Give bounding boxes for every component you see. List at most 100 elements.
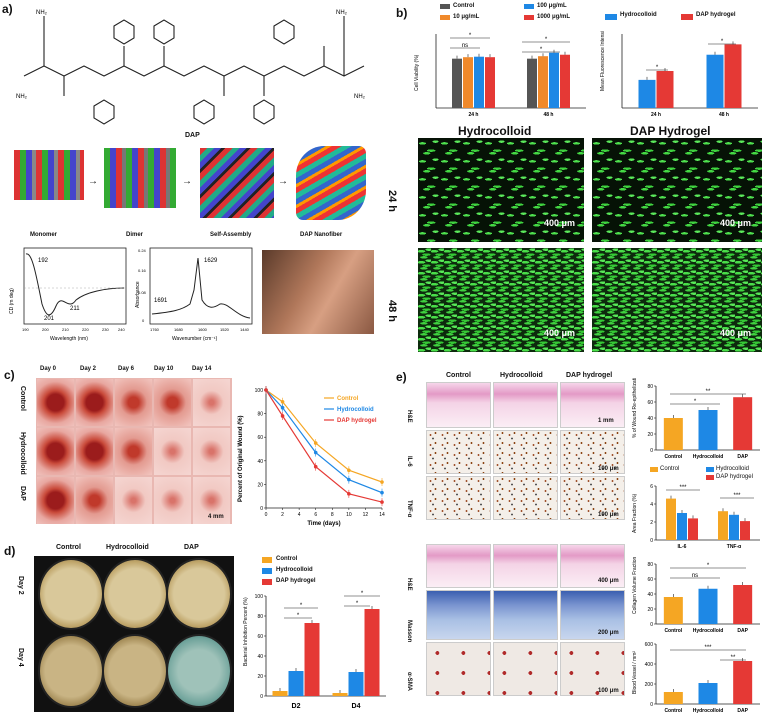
- x-tick-label: 4: [298, 512, 301, 518]
- bar: [733, 661, 753, 704]
- tick-label: 190: [22, 327, 29, 332]
- peak-label: 1691: [154, 298, 168, 304]
- bar: [729, 514, 739, 540]
- significance-label: *: [656, 65, 659, 71]
- bar: [740, 521, 750, 540]
- y-tick-label: 400: [645, 662, 654, 668]
- bar: [348, 672, 364, 696]
- legend-label: DAP hydrogel: [276, 578, 316, 584]
- histology-image: [560, 590, 625, 640]
- wound-photo: [76, 428, 113, 475]
- y-tick-label: 6: [650, 484, 653, 490]
- wound-photo: [154, 477, 191, 524]
- legend-label: Control: [276, 556, 298, 562]
- y-tick-label: 0: [650, 448, 653, 454]
- bar: [677, 513, 687, 540]
- wound-photo: [154, 379, 191, 426]
- histology-image: [426, 382, 491, 428]
- x-tick-label: 12: [363, 512, 369, 518]
- y-axis-label: Cell Viability (%): [414, 54, 420, 91]
- dap-molecule-structure: NH₂ NH₂ NH₂ NH₂: [16, 10, 366, 125]
- y-tick-label: 0: [260, 506, 263, 512]
- bar: [666, 498, 676, 540]
- y-tick-label: 2: [650, 520, 653, 526]
- scale-bar-label: 400 μm: [544, 218, 576, 228]
- series-line: [265, 389, 383, 494]
- wound-photo: [37, 477, 74, 524]
- y-tick-label: 60: [647, 577, 653, 583]
- day-label: Day 2: [80, 366, 97, 372]
- tick-label: 0.16: [138, 268, 147, 273]
- y-tick-label: 80: [647, 384, 653, 390]
- y-axis-label: Percent of Original Wound (%): [238, 415, 244, 502]
- row-label: Masson: [406, 620, 412, 643]
- bar: [364, 609, 380, 696]
- row-label: TNF-α: [406, 500, 412, 518]
- column-title: Control: [56, 544, 81, 551]
- scale-bar-label: 100 μm: [598, 512, 619, 518]
- significance-label: *: [545, 37, 548, 43]
- x-tick-label: 8: [331, 512, 334, 518]
- bar: [733, 397, 753, 450]
- wound-photo: [193, 428, 230, 475]
- y-tick-label: 60: [257, 435, 263, 441]
- tick-label: 1600: [198, 327, 208, 332]
- panel-d-label: d): [4, 544, 16, 558]
- bar: [656, 71, 674, 108]
- step-label: Monomer: [30, 232, 57, 238]
- scale-bar-label: 200 μm: [598, 630, 619, 636]
- y-tick-label: 20: [647, 607, 653, 613]
- y-tick-label: 40: [647, 592, 653, 598]
- bacteria-plate: [104, 560, 166, 628]
- bar: [638, 79, 656, 108]
- wound-photo: [37, 379, 74, 426]
- x-tick-label: 48 h: [543, 112, 553, 118]
- svg-text:NH₂: NH₂: [36, 10, 48, 16]
- x-tick-label: DAP: [737, 628, 748, 634]
- bar: [733, 585, 753, 624]
- x-tick-label: 24 h: [651, 112, 661, 118]
- significance-label: *: [721, 39, 724, 45]
- wound-closure-chart: 0 20 40 60 80 100 0 2 4 6 8 10 12 14 Time (days) Percen…: [238, 386, 385, 527]
- bar: [724, 44, 742, 108]
- viability-legend: Control 10 μg/mL 100 μg/mL 1000 μg/mL: [440, 3, 620, 26]
- y-tick-label: 60: [647, 400, 653, 406]
- column-title: DAP Hydrogel: [630, 124, 711, 138]
- histology-image: [493, 544, 558, 588]
- x-axis-label: Time (days): [307, 521, 340, 527]
- scale-bar-label: 400 μm: [598, 578, 619, 584]
- area-fraction-chart: 0 2 4 6 Area Fraction (%) IL-6 TNF-α *** ***: [632, 484, 760, 550]
- cd-ylabel: CD (m deg): [9, 288, 15, 314]
- bar: [718, 511, 728, 540]
- x-tick-label: D4: [352, 703, 361, 710]
- y-axis-label: Blood Vessel / mm²: [632, 651, 638, 694]
- hydrogel-finger-photo: [262, 250, 374, 334]
- x-tick-label: DAP: [737, 454, 748, 460]
- panel-b-label: b): [396, 6, 408, 20]
- y-tick-label: 40: [647, 416, 653, 422]
- row-label: Day 4: [17, 648, 24, 667]
- assembly-nanofiber: [296, 146, 366, 220]
- x-tick-label: IL-6: [678, 544, 687, 550]
- arrow-icon: →: [182, 176, 192, 187]
- y-axis-label: Collagen Volume Fraction (%): [632, 556, 638, 614]
- peak-label: 201: [44, 316, 55, 322]
- significance-label: ns: [462, 43, 468, 49]
- histology-image: [493, 430, 558, 474]
- bar: [560, 54, 570, 108]
- y-tick-label: 20: [647, 432, 653, 438]
- tick-label: 0: [142, 318, 145, 323]
- histology-image: [493, 642, 558, 696]
- histology-image: [560, 642, 625, 696]
- y-tick-label: 600: [645, 642, 654, 648]
- fluorescence-image: [592, 248, 762, 352]
- wound-photo: [115, 428, 152, 475]
- assembly-self: [200, 148, 274, 218]
- bar: [452, 58, 462, 108]
- x-tick-label: DAP: [737, 708, 748, 714]
- significance-label: *: [694, 399, 697, 405]
- significance-label: *: [469, 33, 472, 39]
- day-label: Day 6: [118, 366, 135, 372]
- legend-label: 10 μg/mL: [453, 14, 480, 20]
- significance-label: *: [356, 601, 359, 607]
